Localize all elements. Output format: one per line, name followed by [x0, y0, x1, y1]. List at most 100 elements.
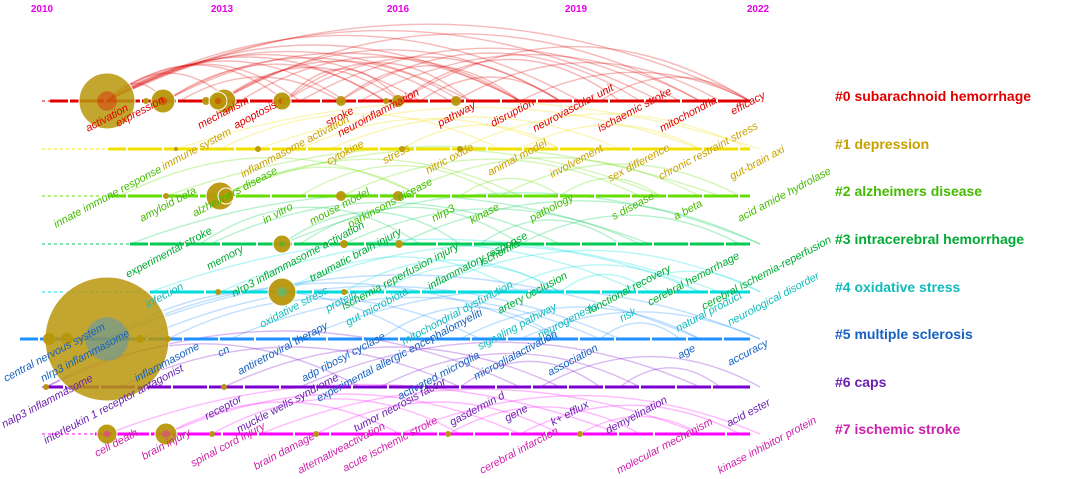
lane-gap — [608, 99, 610, 103]
lane-gap — [256, 242, 258, 246]
lane-gap — [171, 385, 173, 389]
lane-gap — [436, 242, 438, 246]
link-arc — [519, 214, 741, 245]
link-arc — [339, 65, 521, 102]
link-arc — [281, 192, 761, 245]
lane-gap — [356, 99, 358, 103]
link-arc — [179, 76, 341, 102]
lane-gap — [312, 290, 314, 294]
keyword-node — [255, 146, 261, 152]
keyword-node — [399, 146, 405, 152]
link-arc — [219, 33, 701, 102]
link-arc — [299, 165, 501, 197]
lane-gap — [456, 290, 458, 294]
keyword-node-core — [277, 287, 287, 297]
lane-gap — [738, 147, 740, 151]
keyword-label: kinase — [468, 201, 502, 227]
keyword-label: cn — [216, 344, 232, 360]
lane-gap — [536, 99, 538, 103]
keyword-node — [209, 431, 215, 437]
link-arc — [401, 124, 561, 150]
lane-gap — [636, 290, 638, 294]
lane-gap — [567, 385, 569, 389]
cluster-label-3: #3 intracerebral hemorrhage — [835, 231, 1024, 247]
lane-gap — [434, 337, 436, 341]
lane-gap — [594, 194, 596, 198]
link-arc — [119, 157, 421, 197]
lane-gap — [384, 290, 386, 294]
link-arc — [329, 116, 621, 150]
link-arc — [119, 346, 461, 388]
link-arc — [459, 177, 561, 197]
keyword-node — [43, 384, 49, 390]
link-arc — [284, 68, 401, 102]
lane-gap — [315, 385, 317, 389]
lane-gap — [362, 337, 364, 341]
lane-gap — [270, 194, 272, 198]
keyword-label: stress — [381, 142, 413, 167]
lane-gap — [63, 385, 65, 389]
keyword-node — [339, 193, 345, 199]
lane-gap — [218, 337, 220, 341]
lane-gap — [306, 147, 308, 151]
link-arc — [284, 62, 471, 102]
lane-gap — [509, 432, 511, 436]
lane-gap — [459, 385, 461, 389]
keyword-node-core — [162, 430, 170, 438]
cluster-label-1: #1 depression — [835, 136, 929, 152]
keyword-node-core — [85, 317, 129, 361]
link-arc — [199, 206, 421, 245]
lane-gap — [221, 432, 223, 436]
keyword-label: k+ efflux — [549, 398, 592, 428]
lane-gap — [204, 290, 206, 294]
lane-gap — [428, 99, 430, 103]
lane-gap — [708, 290, 710, 294]
lane-gap — [470, 337, 472, 341]
keyword-node — [577, 431, 583, 437]
link-arc — [106, 383, 621, 435]
lane-gap — [688, 242, 690, 246]
lane-gap — [472, 242, 474, 246]
link-arc — [343, 208, 641, 245]
lane-gap — [506, 337, 508, 341]
lane-gap — [652, 242, 654, 246]
keyword-node — [336, 96, 346, 106]
lane-gap — [378, 194, 380, 198]
lane-gap — [38, 337, 40, 341]
link-arc — [419, 249, 761, 293]
link-arc — [519, 71, 751, 102]
lane-gap — [293, 432, 295, 436]
link-arc — [479, 219, 621, 245]
lane-gap — [558, 194, 560, 198]
keyword-node-core — [97, 91, 117, 111]
lane-gap — [500, 99, 502, 103]
link-arc — [211, 398, 461, 435]
lane-gap — [630, 194, 632, 198]
cluster-label-4: #4 oxidative stress — [835, 279, 961, 295]
keyword-node-core — [223, 193, 229, 199]
link-arc — [379, 352, 641, 388]
lane-gap — [639, 385, 641, 389]
lane-gap — [495, 385, 497, 389]
link-arc — [149, 238, 721, 293]
lane-gap — [544, 242, 546, 246]
link-arc — [165, 145, 721, 197]
link-arc — [164, 52, 521, 102]
keyword-label: a beta — [672, 198, 705, 223]
link-arc — [219, 113, 501, 150]
year-label: 2022 — [747, 4, 770, 15]
link-arc — [165, 393, 521, 435]
link-arc — [106, 63, 301, 102]
cluster-label-7: #7 ischemic stroke — [835, 421, 961, 437]
link-arc — [139, 285, 621, 340]
link-arc — [209, 201, 561, 245]
keyword-node — [154, 422, 178, 446]
lane-gap — [617, 432, 619, 436]
link-arc — [225, 166, 421, 197]
link-arc — [106, 30, 661, 102]
lane-gap — [464, 99, 466, 103]
keyword-label: in vitro — [261, 201, 295, 227]
lane-gap — [572, 99, 574, 103]
lane-gap — [306, 194, 308, 198]
link-arc — [599, 322, 681, 340]
